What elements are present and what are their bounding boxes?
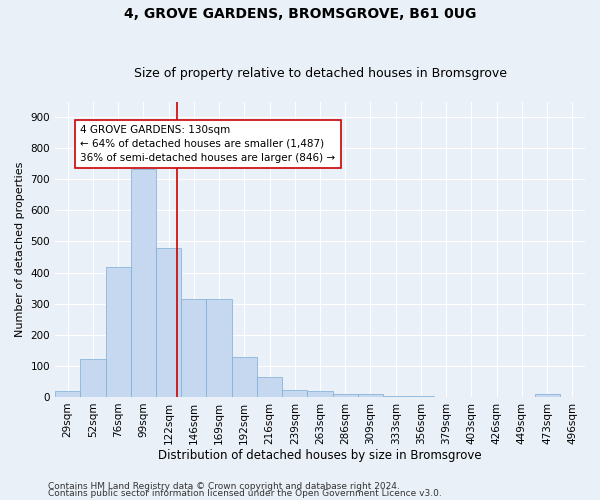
Bar — [358, 394, 383, 397]
Bar — [383, 396, 409, 397]
Text: Contains public sector information licensed under the Open Government Licence v3: Contains public sector information licen… — [48, 489, 442, 498]
Bar — [80, 359, 106, 397]
Text: 4, GROVE GARDENS, BROMSGROVE, B61 0UG: 4, GROVE GARDENS, BROMSGROVE, B61 0UG — [124, 8, 476, 22]
Title: Size of property relative to detached houses in Bromsgrove: Size of property relative to detached ho… — [134, 66, 506, 80]
Bar — [181, 299, 206, 397]
Bar — [307, 392, 332, 397]
Bar — [282, 390, 307, 397]
Text: 4 GROVE GARDENS: 130sqm
← 64% of detached houses are smaller (1,487)
36% of semi: 4 GROVE GARDENS: 130sqm ← 64% of detache… — [80, 125, 335, 163]
Bar — [257, 376, 282, 397]
Bar — [55, 392, 80, 397]
Text: Contains HM Land Registry data © Crown copyright and database right 2024.: Contains HM Land Registry data © Crown c… — [48, 482, 400, 491]
X-axis label: Distribution of detached houses by size in Bromsgrove: Distribution of detached houses by size … — [158, 450, 482, 462]
Bar — [206, 299, 232, 397]
Bar — [131, 169, 156, 397]
Bar — [409, 396, 434, 397]
Bar — [535, 394, 560, 397]
Y-axis label: Number of detached properties: Number of detached properties — [15, 162, 25, 337]
Bar — [156, 248, 181, 397]
Bar — [232, 356, 257, 397]
Bar — [106, 267, 131, 397]
Bar — [332, 394, 358, 397]
